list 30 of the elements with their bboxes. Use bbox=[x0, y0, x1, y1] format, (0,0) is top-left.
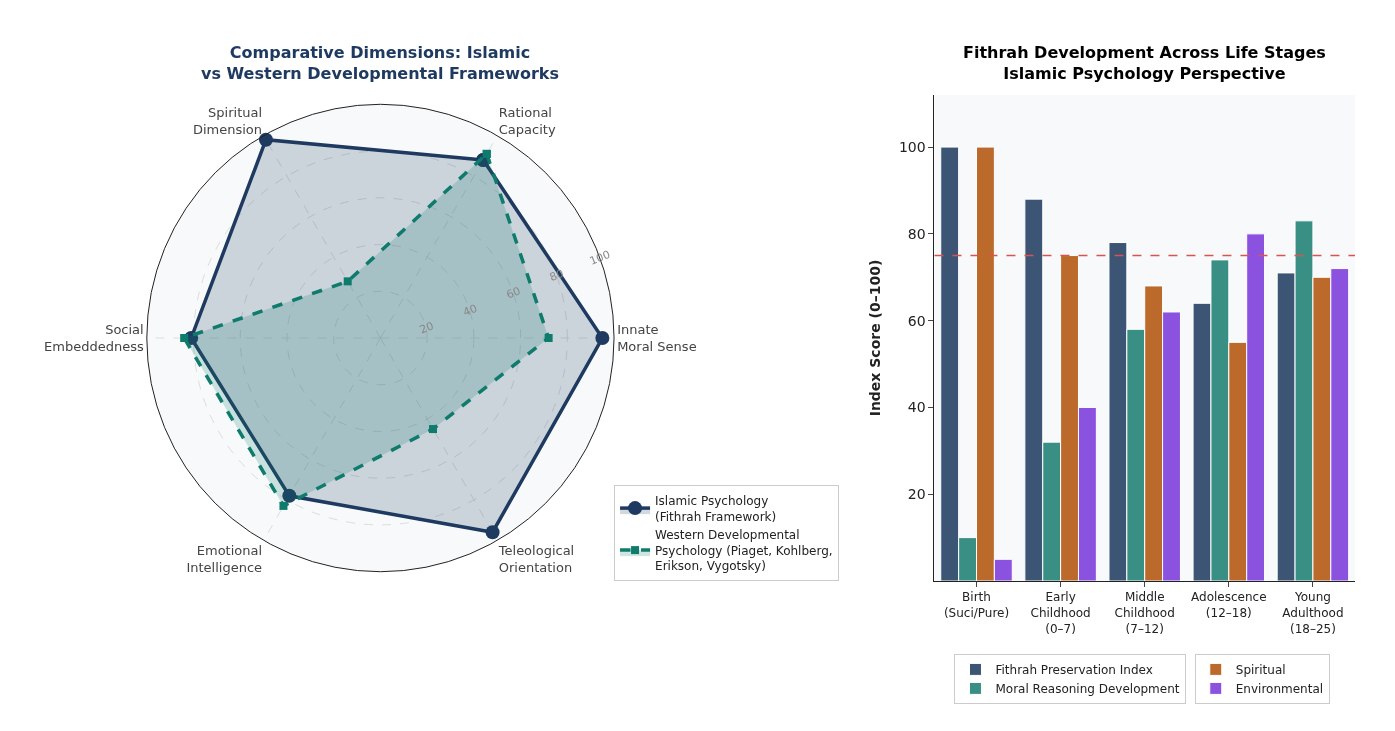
y-tick-label: 60 bbox=[504, 284, 523, 302]
y-axis-title: Index Score (0–100) bbox=[866, 259, 883, 417]
legend-label: Fithrah Preservation Index bbox=[995, 663, 1153, 678]
chart-title: Comparative Dimensions: Islamic vs Western Developmental Frameworks bbox=[201, 43, 560, 83]
spoke-label: Spiritual Dimension bbox=[192, 105, 263, 138]
y-tick-label: 20 bbox=[417, 319, 436, 337]
legend-label: Environmental bbox=[1235, 682, 1324, 697]
x-tick-label: Young Adulthood (18–25) bbox=[1282, 590, 1344, 636]
legend-label: Moral Reasoning Development bbox=[995, 682, 1180, 697]
x-tick-label: Middle Childhood (7–12) bbox=[1114, 590, 1175, 636]
y-tick-label: 20 bbox=[907, 486, 926, 503]
y-tick-label: 100 bbox=[898, 138, 926, 155]
y-tick-label: 40 bbox=[461, 301, 479, 320]
x-tick-label: Adolescence (12–18) bbox=[1191, 590, 1267, 620]
legend-label: Western Developmental Psychology (Piaget, Kohlberg, Erikson, Vygotsky) bbox=[655, 528, 833, 574]
chart-title: Fithrah Development Across Life Stages Islamic Psychology Perspective bbox=[963, 43, 1326, 83]
spoke-label: Social Embeddedness bbox=[44, 322, 144, 354]
y-tick-label: 80 bbox=[547, 266, 566, 285]
y-tick-label: 60 bbox=[907, 312, 926, 329]
spoke-label: Teleological Orientation bbox=[497, 543, 575, 576]
spoke-label: Emotional Intelligence bbox=[186, 543, 263, 576]
y-tick-label: 100 bbox=[587, 247, 613, 268]
legend-label: Islamic Psychology (Fithrah Framework) bbox=[655, 493, 777, 524]
x-tick-label: Early Childhood (0–7) bbox=[1030, 590, 1091, 636]
spoke-label: Rational Capacity bbox=[498, 105, 556, 138]
y-tick-label: 40 bbox=[907, 399, 926, 416]
y-tick-label: 80 bbox=[907, 225, 926, 242]
legend-label: Spiritual bbox=[1235, 663, 1286, 678]
spoke-label: Innate Moral Sense bbox=[617, 322, 697, 354]
x-tick-label: Birth (Suci/Pure) bbox=[943, 590, 1010, 620]
